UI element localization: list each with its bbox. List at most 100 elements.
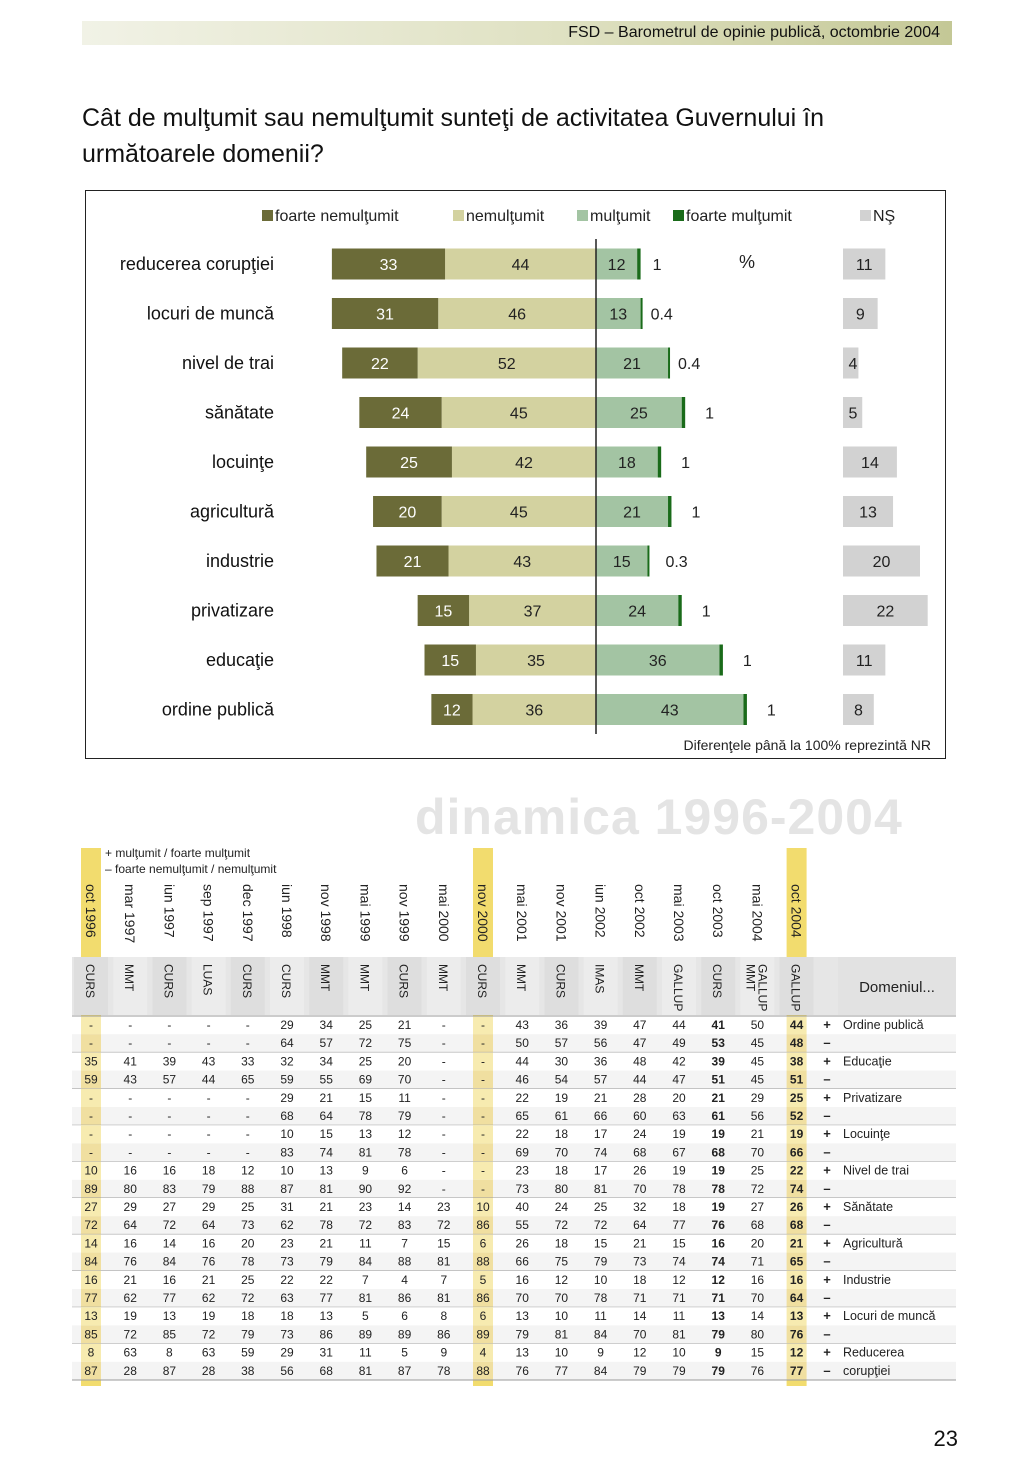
category-label: nivel de trai <box>182 353 274 373</box>
table-cell: 79 <box>672 1364 686 1378</box>
table-cell: 81 <box>437 1291 451 1305</box>
table-cell: - <box>442 1127 446 1141</box>
bar-multumit <box>596 248 638 280</box>
dynamics-legend: + mulţumit / foarte mulţumit <box>105 846 251 860</box>
period-label: mai 2000 <box>436 884 452 942</box>
table-cell: 90 <box>359 1182 373 1196</box>
table-cell: 70 <box>633 1182 647 1196</box>
bar-label-foarte-nemultumit: 22 <box>371 356 389 373</box>
table-cell: 74 <box>712 1255 726 1269</box>
table-cell: 48 <box>790 1036 804 1050</box>
highlight-cell <box>786 1088 807 1107</box>
table-cell: 27 <box>751 1200 765 1214</box>
table-cell: 22 <box>516 1091 530 1105</box>
table-cell: 19 <box>712 1200 726 1214</box>
row-sign: + <box>823 1053 831 1068</box>
category-label: sănătate <box>205 403 274 423</box>
table-cell: - <box>481 1054 485 1068</box>
table-cell: 25 <box>241 1200 255 1214</box>
table-cell: 9 <box>597 1346 604 1360</box>
highlight-cell <box>786 1107 807 1126</box>
table-cell: 86 <box>437 1327 451 1341</box>
table-cell: 83 <box>163 1182 177 1196</box>
table-cell: 9 <box>362 1164 369 1178</box>
highlight-cell <box>473 1289 493 1308</box>
table-cell: 18 <box>555 1236 569 1250</box>
table-cell: - <box>89 1145 93 1159</box>
table-cell: 18 <box>672 1200 686 1214</box>
table-cell: 5 <box>480 1273 487 1287</box>
table-cell: 25 <box>241 1273 255 1287</box>
table-row <box>72 1198 956 1217</box>
table-cell: - <box>89 1036 93 1050</box>
table-cell: 20 <box>751 1236 765 1250</box>
table-cell: 80 <box>124 1182 138 1196</box>
bar-multumit <box>596 545 648 577</box>
bar-multumit <box>596 644 720 676</box>
source-cell <box>191 957 226 1015</box>
highlight-cell <box>81 1052 101 1071</box>
source-cell <box>701 957 736 1015</box>
table-cell: 38 <box>790 1054 804 1068</box>
source-label: GALLUP <box>671 964 685 1011</box>
bar-label-foarte-multumit: 0.3 <box>665 554 687 571</box>
table-cell: 34 <box>320 1018 334 1032</box>
table-cell: 61 <box>555 1109 569 1123</box>
table-row <box>72 1034 956 1053</box>
highlight-cell <box>81 1070 101 1089</box>
table-cell: 76 <box>790 1327 804 1341</box>
table-cell: 78 <box>241 1255 255 1269</box>
table-cell: 69 <box>516 1145 530 1159</box>
bar-label-foarte-nemultumit: 25 <box>400 455 418 472</box>
table-cell: - <box>246 1018 250 1032</box>
table-cell: 87 <box>84 1364 98 1378</box>
table-cell: 63 <box>124 1346 138 1360</box>
period-label: nov 1998 <box>318 884 334 942</box>
table-cell: - <box>442 1164 446 1178</box>
row-sign: + <box>823 1199 831 1214</box>
table-cell: 18 <box>633 1273 647 1287</box>
table-cell: 77 <box>790 1364 804 1378</box>
table-cell: - <box>167 1018 171 1032</box>
source-cell <box>152 957 187 1015</box>
row-domain: Agricultură <box>843 1236 903 1250</box>
table-cell: 28 <box>124 1364 138 1378</box>
table-cell: 78 <box>672 1182 686 1196</box>
highlight-cell <box>81 1088 101 1107</box>
bar-foarte-multumit <box>668 496 672 527</box>
table-cell: 57 <box>163 1073 177 1087</box>
bar-label-foarte-multumit: 1 <box>743 653 752 670</box>
table-cell: 15 <box>751 1346 765 1360</box>
table-cell: 86 <box>476 1291 490 1305</box>
row-sign: – <box>823 1181 830 1196</box>
bar-foarte-nemultumit <box>424 644 476 676</box>
table-cell: 78 <box>320 1218 334 1232</box>
bar-foarte-nemultumit <box>366 446 452 478</box>
table-cell: 27 <box>163 1200 177 1214</box>
table-cell: 57 <box>320 1036 334 1050</box>
table-cell: 64 <box>124 1218 138 1232</box>
table-cell: - <box>481 1091 485 1105</box>
highlight-cell <box>473 1270 493 1289</box>
legend-label: foarte nemulţumit <box>275 208 399 225</box>
table-cell: 18 <box>202 1164 216 1178</box>
table-cell: 62 <box>124 1291 138 1305</box>
highlight-cell <box>473 1234 493 1253</box>
table-cell: 38 <box>241 1364 255 1378</box>
bar-label-foarte-multumit: 0.4 <box>678 356 700 373</box>
legend-label: NŞ <box>873 208 895 225</box>
table-cell: 76 <box>202 1255 216 1269</box>
table-cell: 16 <box>712 1236 726 1250</box>
highlight-cell <box>786 1361 807 1380</box>
period-label: oct 2004 <box>789 884 805 938</box>
table-cell: 23 <box>516 1164 530 1178</box>
table-cell: 89 <box>84 1182 98 1196</box>
table-cell: 44 <box>790 1018 804 1032</box>
bar-label-foarte-nemultumit: 12 <box>443 703 461 720</box>
table-cell: - <box>167 1036 171 1050</box>
period-label: iun 1997 <box>161 884 177 938</box>
bar-foarte-multumit <box>719 644 723 676</box>
table-cell: 81 <box>320 1182 334 1196</box>
highlight-cell <box>786 1179 807 1198</box>
row-domain: Locuinţe <box>843 1127 890 1141</box>
